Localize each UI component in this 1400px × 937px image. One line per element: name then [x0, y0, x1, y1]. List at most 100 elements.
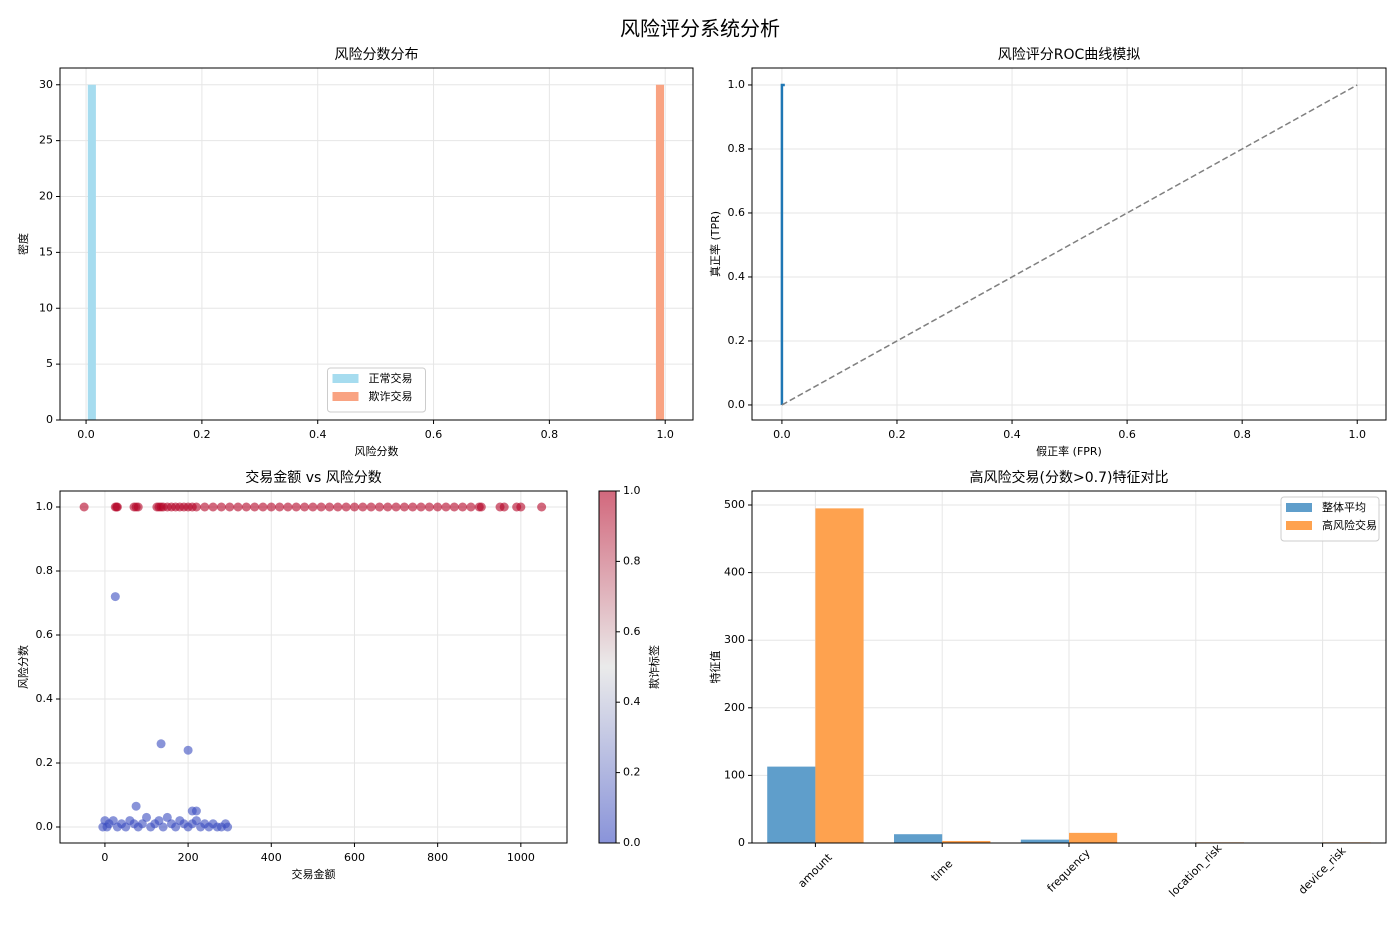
scatter-point — [184, 746, 193, 755]
scatter-point — [308, 503, 317, 512]
legend-label: 整体平均 — [1322, 500, 1366, 514]
y-tick-label: 5 — [46, 357, 53, 370]
scatter-point — [225, 503, 234, 512]
bar — [1021, 840, 1069, 843]
scatter-point — [157, 739, 166, 748]
x-axis-label: 风险分数 — [355, 444, 399, 458]
scatter-point — [111, 592, 120, 601]
figure-title: 风险评分系统分析 — [620, 17, 780, 41]
scatter-point — [537, 503, 546, 512]
scatter-point — [200, 503, 209, 512]
colorbar-tick-label: 0.0 — [623, 836, 641, 849]
axes-title: 交易金额 vs 风险分数 — [245, 469, 381, 486]
scatter-point — [500, 503, 509, 512]
y-axis-label: 真正率 (TPR) — [708, 211, 722, 277]
x-tick-label: 0.8 — [1233, 428, 1251, 441]
scatter-point — [333, 503, 342, 512]
x-tick-label: 0 — [101, 851, 108, 864]
legend-swatch — [1286, 521, 1312, 530]
colorbar-tick-label: 0.6 — [623, 625, 641, 638]
x-tick-label: frequency — [1045, 846, 1094, 895]
scatter-point — [441, 503, 450, 512]
x-tick-label: 800 — [427, 851, 448, 864]
scatter-point — [292, 503, 301, 512]
colorbar — [599, 491, 616, 843]
legend-swatch — [1286, 503, 1312, 512]
legend-swatch — [333, 392, 359, 401]
scatter-point — [317, 503, 326, 512]
y-tick-label: 10 — [39, 301, 53, 314]
scatter-point — [375, 503, 384, 512]
x-tick-label: 0.2 — [193, 428, 211, 441]
x-tick-label: 0.8 — [541, 428, 559, 441]
scatter-point — [392, 503, 401, 512]
x-tick-label: 0.4 — [309, 428, 327, 441]
scatter-point — [300, 503, 309, 512]
scatter-point — [516, 503, 525, 512]
y-tick-label: 0.6 — [36, 628, 54, 641]
bar — [1069, 833, 1117, 843]
y-axis-label: 特征值 — [708, 651, 722, 684]
x-tick-label: amount — [795, 851, 835, 891]
scatter-point — [367, 503, 376, 512]
bar — [894, 834, 942, 843]
y-tick-label: 0.2 — [36, 756, 54, 769]
axes-frame — [60, 491, 567, 843]
y-tick-label: 15 — [39, 245, 53, 258]
histogram-bar — [656, 85, 664, 420]
x-tick-label: time — [928, 857, 955, 884]
bar — [767, 767, 815, 843]
y-tick-label: 300 — [724, 633, 745, 646]
colorbar-tick-label: 0.8 — [623, 554, 641, 567]
x-tick-label: 600 — [344, 851, 365, 864]
y-tick-label: 1.0 — [728, 78, 746, 91]
scatter-point — [400, 503, 409, 512]
scatter-point — [433, 503, 442, 512]
scatter-point — [258, 503, 267, 512]
scatter-point — [342, 503, 351, 512]
colorbar-tick-label: 1.0 — [623, 484, 641, 497]
y-tick-label: 400 — [724, 566, 745, 579]
line-series — [782, 85, 1357, 405]
scatter-point — [450, 503, 459, 512]
y-tick-label: 25 — [39, 134, 53, 147]
y-tick-label: 20 — [39, 190, 53, 203]
scatter-point — [192, 503, 201, 512]
scatter-point — [250, 503, 259, 512]
legend-label: 欺诈交易 — [369, 389, 413, 403]
scatter-point — [283, 503, 292, 512]
scatter-point — [417, 503, 426, 512]
y-tick-label: 0.8 — [36, 564, 54, 577]
y-tick-label: 0.4 — [728, 270, 746, 283]
legend-label: 正常交易 — [369, 371, 413, 385]
y-tick-label: 0.6 — [728, 206, 746, 219]
x-tick-label: 0.0 — [773, 428, 791, 441]
x-tick-label: 0.4 — [1003, 428, 1021, 441]
scatter-point — [458, 503, 467, 512]
y-tick-label: 0 — [738, 836, 745, 849]
y-tick-label: 30 — [39, 78, 53, 91]
scatter-point — [267, 503, 276, 512]
scatter-point — [383, 503, 392, 512]
line-series — [782, 85, 785, 405]
axes-title: 风险分数分布 — [335, 47, 419, 63]
histogram-bar — [88, 85, 96, 420]
y-tick-label: 500 — [724, 498, 745, 511]
scatter-point — [209, 503, 218, 512]
scatter-point — [466, 503, 475, 512]
x-axis-label: 假正率 (FPR) — [1036, 444, 1102, 458]
y-tick-label: 1.0 — [36, 500, 54, 513]
y-tick-label: 200 — [724, 701, 745, 714]
x-tick-label: 0.2 — [888, 428, 906, 441]
axes-frame — [752, 68, 1386, 420]
y-tick-label: 100 — [724, 768, 745, 781]
y-tick-label: 0 — [46, 413, 53, 426]
y-tick-label: 0.4 — [36, 692, 54, 705]
scatter-point — [358, 503, 367, 512]
scatter-point — [325, 503, 334, 512]
scatter-point — [223, 823, 232, 832]
y-tick-label: 0.0 — [36, 820, 54, 833]
scatter-point — [142, 813, 151, 822]
y-tick-label: 0.8 — [728, 142, 746, 155]
y-axis-label: 风险分数 — [16, 645, 30, 689]
